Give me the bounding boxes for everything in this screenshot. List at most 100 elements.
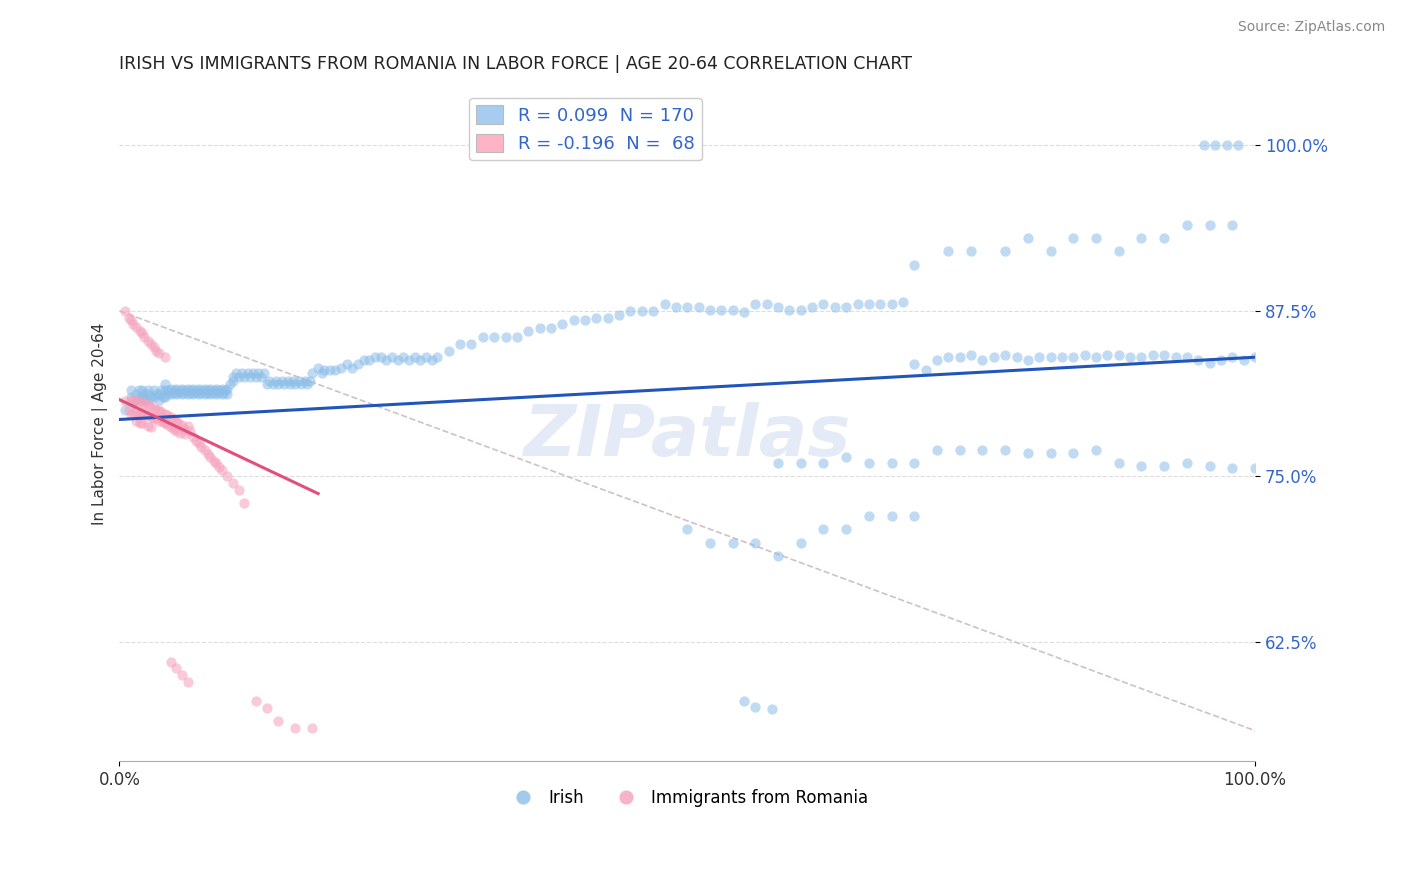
Point: [960, 244, 983, 259]
Point: [186, 384, 208, 398]
Point: [169, 425, 191, 440]
Point: [1017, 231, 1039, 245]
Point: [176, 382, 198, 396]
Point: [880, 456, 903, 470]
Point: [163, 422, 186, 436]
Point: [190, 386, 212, 401]
Point: [790, 456, 813, 470]
Point: [869, 297, 891, 311]
Point: [208, 384, 231, 398]
Point: [131, 417, 153, 431]
Point: [903, 509, 925, 524]
Point: [790, 302, 813, 317]
Point: [128, 384, 150, 398]
Point: [284, 376, 307, 391]
Point: [1220, 350, 1243, 364]
Point: [846, 297, 869, 311]
Point: [415, 350, 437, 364]
Point: [630, 304, 652, 318]
Point: [529, 321, 551, 335]
Point: [1215, 138, 1237, 153]
Point: [242, 366, 264, 380]
Point: [114, 403, 136, 417]
Point: [142, 390, 165, 404]
Point: [211, 387, 233, 401]
Point: [903, 258, 925, 272]
Point: [699, 302, 721, 317]
Point: [482, 330, 505, 344]
Point: [225, 366, 247, 380]
Point: [141, 409, 163, 424]
Point: [1039, 244, 1062, 259]
Point: [205, 387, 228, 401]
Point: [420, 352, 443, 367]
Point: [1153, 458, 1175, 473]
Point: [195, 386, 218, 401]
Point: [1085, 442, 1108, 457]
Point: [994, 348, 1017, 362]
Point: [858, 297, 880, 311]
Point: [1085, 231, 1108, 245]
Point: [156, 387, 179, 401]
Point: [128, 417, 150, 431]
Point: [233, 496, 256, 510]
Point: [688, 300, 710, 314]
Point: [755, 297, 778, 311]
Point: [217, 387, 239, 401]
Point: [1233, 352, 1256, 367]
Point: [187, 436, 209, 450]
Point: [208, 460, 231, 475]
Point: [744, 297, 766, 311]
Point: [733, 305, 755, 319]
Point: [392, 350, 415, 364]
Point: [880, 297, 903, 311]
Point: [585, 310, 607, 325]
Point: [167, 417, 190, 431]
Point: [173, 386, 195, 401]
Point: [676, 522, 699, 536]
Point: [165, 382, 187, 396]
Point: [122, 406, 145, 420]
Point: [176, 674, 198, 689]
Point: [983, 350, 1005, 364]
Point: [156, 409, 179, 423]
Point: [813, 522, 835, 536]
Point: [284, 721, 307, 735]
Point: [136, 398, 159, 412]
Point: [131, 406, 153, 420]
Point: [766, 300, 789, 314]
Point: [125, 392, 148, 407]
Point: [217, 382, 239, 396]
Point: [858, 456, 880, 470]
Point: [228, 483, 250, 497]
Point: [150, 404, 173, 418]
Point: [495, 330, 517, 344]
Point: [159, 420, 181, 434]
Point: [145, 403, 167, 417]
Point: [128, 407, 150, 421]
Point: [114, 304, 136, 318]
Point: [131, 390, 153, 404]
Point: [142, 401, 165, 415]
Point: [813, 456, 835, 470]
Text: Source: ZipAtlas.com: Source: ZipAtlas.com: [1237, 20, 1385, 34]
Point: [1017, 352, 1039, 367]
Point: [245, 694, 267, 708]
Point: [1220, 218, 1243, 232]
Point: [167, 386, 190, 401]
Point: [170, 417, 193, 432]
Point: [152, 415, 174, 429]
Point: [1130, 458, 1153, 473]
Point: [733, 694, 755, 708]
Point: [148, 346, 170, 360]
Point: [938, 244, 960, 259]
Point: [262, 376, 284, 391]
Point: [200, 387, 222, 401]
Point: [142, 411, 165, 425]
Point: [778, 302, 800, 317]
Point: [335, 357, 357, 371]
Point: [136, 419, 159, 434]
Point: [1244, 461, 1267, 475]
Point: [165, 425, 187, 439]
Point: [437, 343, 460, 358]
